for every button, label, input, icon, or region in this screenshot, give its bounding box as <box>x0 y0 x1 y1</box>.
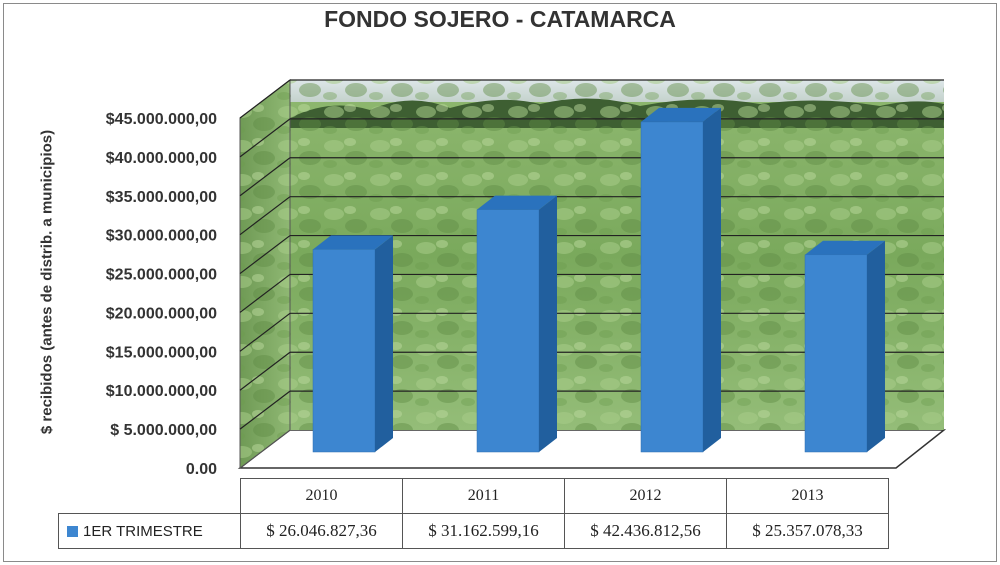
gridline-side <box>239 390 291 430</box>
data-label: $ 26.046.827,36 <box>240 513 403 549</box>
y-tick-label: $25.000.000,00 <box>106 267 217 284</box>
bar-2013 <box>804 254 868 453</box>
y-axis-ticks: 0.00 $ 5.000.000,00 $10.000.000,00 $15.000.… <box>106 111 217 478</box>
gridline-side <box>239 235 291 275</box>
y-tick-label: $ 5.000.000,00 <box>110 422 217 439</box>
chart-title: FONDO SOJERO - CATAMARCA <box>324 6 676 32</box>
bar-top-2011 <box>477 195 557 210</box>
bars <box>312 107 885 453</box>
bar-top-2010 <box>313 235 393 250</box>
gridline-side <box>239 157 291 197</box>
legend-swatch <box>67 526 78 538</box>
bar-side-2011 <box>539 195 557 453</box>
bar-side-2012 <box>703 107 721 452</box>
bar-2010 <box>312 249 376 453</box>
y-tick-label: $15.000.000,00 <box>106 344 217 361</box>
bar-2011 <box>476 209 540 453</box>
table-header-row: 2010 2011 2012 2013 <box>59 478 889 514</box>
gridline-side <box>239 312 291 352</box>
y-tick-label: $45.000.000,00 <box>106 111 217 128</box>
bar-top-2013 <box>805 240 885 255</box>
gridline-side <box>239 118 291 158</box>
plot-side-texture <box>240 80 290 468</box>
gridline-side <box>239 79 291 119</box>
category-label: 2011 <box>402 478 565 514</box>
y-tick-label: $20.000.000,00 <box>106 305 217 322</box>
y-tick-label: $35.000.000,00 <box>106 189 217 206</box>
gridline-side <box>239 273 291 313</box>
bar-side-2013 <box>867 240 885 452</box>
legend-label: 1ER TRIMESTRE <box>83 522 203 540</box>
gridline-side <box>239 351 291 391</box>
category-label: 2013 <box>726 478 889 514</box>
category-label: 2012 <box>564 478 727 514</box>
table-corner <box>59 479 241 514</box>
y-tick-label: $10.000.000,00 <box>106 383 217 400</box>
legend-entry: 1ER TRIMESTRE <box>58 513 241 549</box>
bar-side-2010 <box>375 235 393 452</box>
bar-2012 <box>640 121 704 453</box>
y-tick-label: 0.00 <box>186 461 217 478</box>
category-label: 2010 <box>240 478 403 514</box>
y-tick-label: $30.000.000,00 <box>106 228 217 245</box>
data-label: $ 31.162.599,16 <box>402 513 565 549</box>
data-table: 2010 2011 2012 2013 1ER TRIMESTRE $ 26.0… <box>58 478 889 549</box>
bar-top-2012 <box>641 107 721 122</box>
data-label: $ 42.436.812,56 <box>564 513 727 549</box>
data-label: $ 25.357.078,33 <box>726 513 889 549</box>
y-tick-label: $40.000.000,00 <box>106 150 217 167</box>
gridline-side <box>239 196 291 236</box>
table-row: 1ER TRIMESTRE $ 26.046.827,36 $ 31.162.5… <box>58 513 889 549</box>
gridlines <box>239 79 944 430</box>
